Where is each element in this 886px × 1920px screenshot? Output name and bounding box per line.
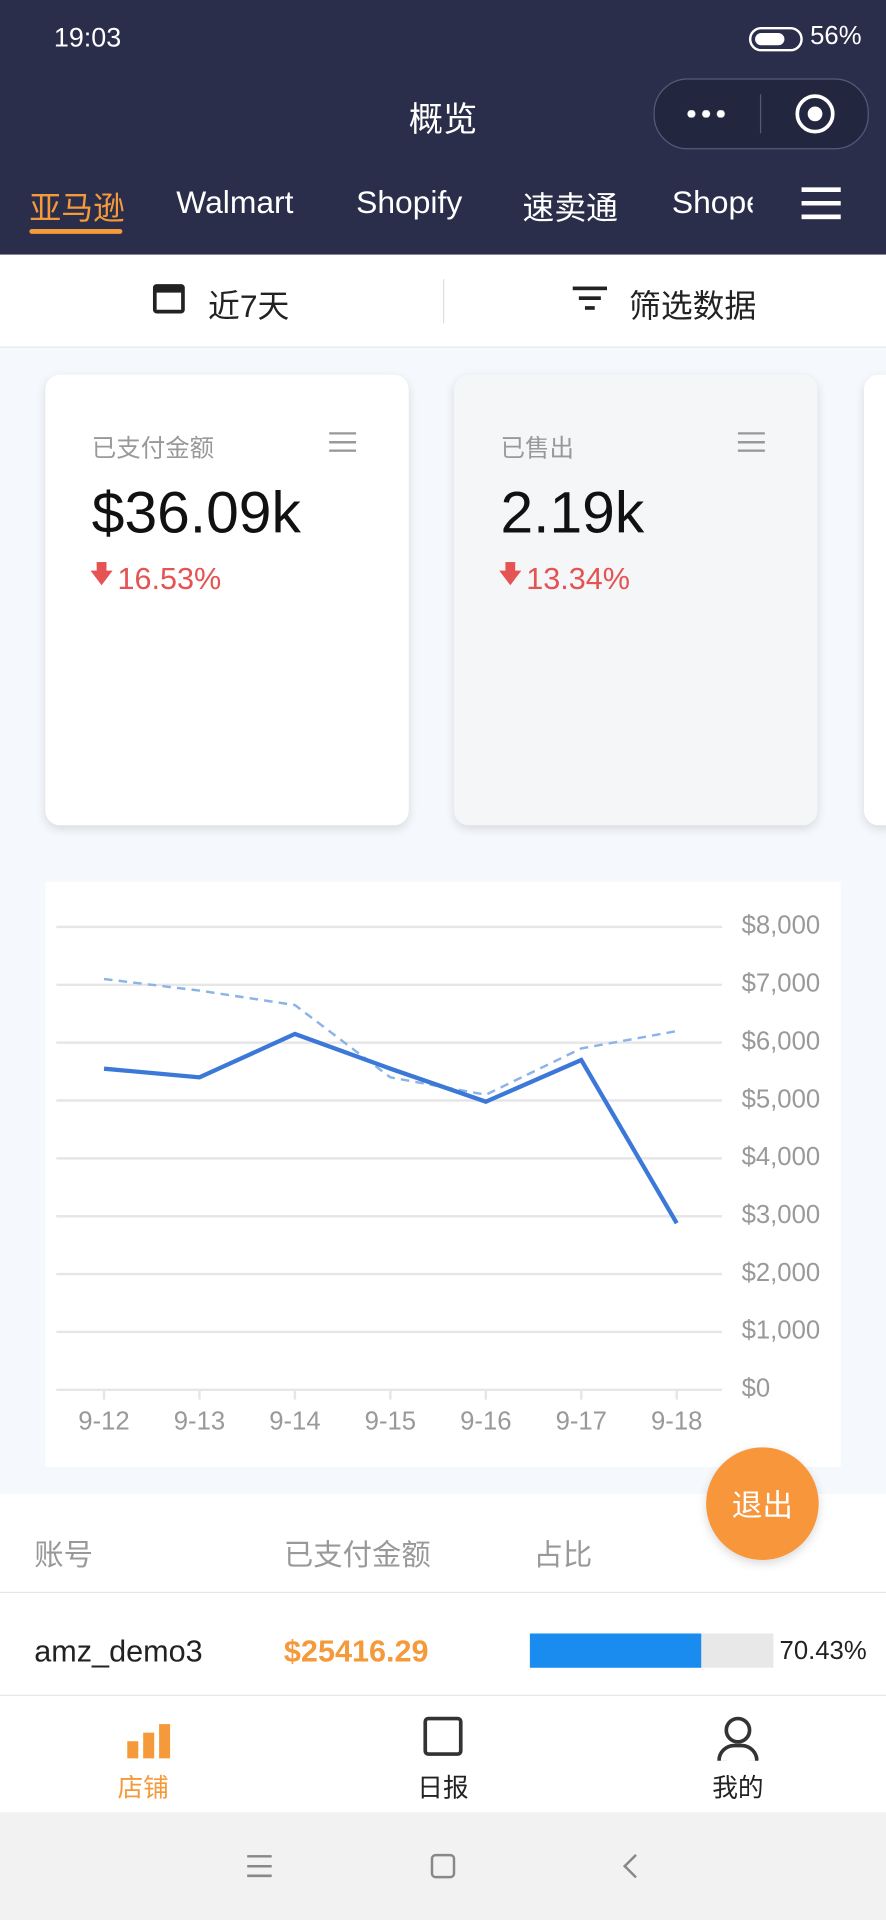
card-title: 已支付金额 [91, 435, 215, 463]
tab-indicator [29, 228, 123, 234]
system-bar [0, 1812, 886, 1920]
y-tick-label: $6,000 [742, 1027, 821, 1055]
card-menu[interactable] [329, 432, 357, 452]
battery-level: 56% [810, 22, 862, 51]
amount: $25416.29 [283, 1634, 429, 1669]
y-tick-label: $4,000 [742, 1143, 821, 1171]
me-icon-body [717, 1743, 759, 1761]
line-series [103, 1031, 679, 1225]
page-title: 概览 [408, 100, 478, 139]
sys-menu[interactable] [247, 1855, 272, 1878]
share-bar [529, 1633, 702, 1668]
down-arrow [90, 570, 113, 586]
card-title: 已售出 [500, 435, 574, 463]
down-arrow [499, 570, 522, 586]
nav-shop[interactable]: 店铺 [117, 1774, 169, 1803]
table-header: 已支付金额 [283, 1539, 431, 1573]
y-tick-label: $7,000 [742, 970, 821, 998]
calendar-icon [152, 284, 185, 314]
filter-icon [572, 286, 607, 312]
share-label: 70.43% [779, 1637, 867, 1666]
nav-me[interactable]: 我的 [712, 1774, 764, 1803]
y-tick-label: $2,000 [742, 1259, 821, 1287]
tab[interactable]: 亚马逊 [29, 189, 125, 227]
card-change: 13.34% [526, 562, 630, 597]
x-tick-label: 9-15 [365, 1408, 416, 1436]
me-icon [724, 1716, 752, 1744]
capsule[interactable] [653, 78, 869, 150]
account: amz_demo3 [34, 1634, 203, 1669]
down-arrow-stem [96, 562, 107, 572]
table-header: 占比 [533, 1539, 593, 1573]
tab[interactable]: Walmart [176, 183, 294, 221]
logout-button[interactable]: 退出 [706, 1447, 819, 1561]
line-series [103, 977, 677, 1097]
menu-icon[interactable] [801, 187, 841, 220]
x-tick-label: 9-12 [78, 1408, 129, 1436]
tab[interactable]: Shope [671, 183, 753, 221]
y-tick-label: $1,000 [742, 1317, 821, 1345]
sys-home[interactable] [430, 1853, 456, 1879]
tab[interactable]: Shopify [356, 183, 463, 221]
card-partial [863, 374, 886, 826]
x-tick-label: 9-13 [174, 1408, 225, 1436]
y-tick-label: $8,000 [742, 912, 821, 940]
x-tick-label: 9-17 [556, 1408, 607, 1436]
filter-bar [0, 254, 886, 348]
share-track [529, 1633, 774, 1668]
battery-icon [748, 26, 803, 52]
shop-icon [127, 1724, 172, 1759]
card-menu[interactable] [737, 432, 765, 452]
divider [443, 279, 445, 324]
divider [759, 94, 762, 134]
more-icon [684, 110, 729, 118]
y-tick-label: $5,000 [742, 1085, 821, 1113]
tab[interactable]: 速卖通 [522, 189, 619, 227]
close-icon[interactable] [795, 94, 835, 134]
nav-daily[interactable]: 日报 [417, 1774, 469, 1803]
card-change: 16.53% [117, 562, 222, 597]
x-tick-label: 9-18 [651, 1408, 702, 1436]
chart-panel [45, 881, 841, 1467]
date-filter[interactable]: 近7天 [208, 287, 290, 325]
down-arrow-stem [505, 562, 516, 572]
table-header: 账号 [34, 1539, 94, 1573]
tab-mask [739, 159, 862, 245]
data-filter[interactable]: 筛选数据 [629, 287, 757, 325]
card-value: $36.09k [91, 481, 301, 547]
y-tick-label: $0 [742, 1375, 771, 1403]
daily-icon [423, 1716, 463, 1756]
y-tick-label: $3,000 [742, 1201, 821, 1229]
status-time: 19:03 [53, 22, 122, 53]
x-tick-label: 9-16 [460, 1408, 511, 1436]
x-tick-label: 9-14 [269, 1408, 320, 1436]
table-divider [0, 1591, 886, 1594]
card-value: 2.19k [500, 481, 645, 547]
